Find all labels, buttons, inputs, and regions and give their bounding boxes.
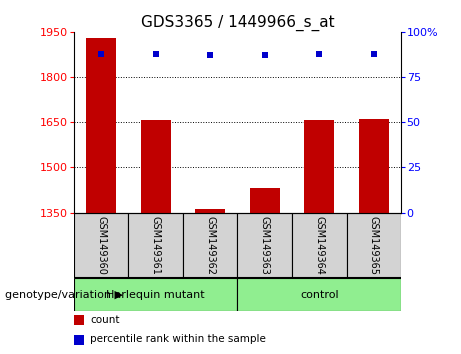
Point (261, 52, 268, 58)
Bar (292, 212, 347, 278)
Text: GSM149363: GSM149363 (260, 216, 270, 275)
Point (97, 51, 105, 56)
Bar (141, 120, 171, 212)
Bar (250, 188, 280, 212)
Title: GDS3365 / 1449966_s_at: GDS3365 / 1449966_s_at (141, 14, 334, 30)
Bar (304, 120, 334, 212)
Text: count: count (90, 315, 119, 325)
Point (152, 51, 160, 56)
Bar (183, 212, 237, 278)
Text: GSM149365: GSM149365 (369, 216, 379, 275)
Point (370, 51, 378, 56)
Text: Harlequin mutant: Harlequin mutant (106, 290, 205, 299)
Text: genotype/variation ▶: genotype/variation ▶ (5, 290, 123, 299)
Text: GSM149361: GSM149361 (151, 216, 160, 275)
Bar (74, 212, 128, 278)
Bar (74, 315, 83, 325)
Bar (237, 212, 292, 278)
Bar (359, 119, 389, 212)
Text: percentile rank within the sample: percentile rank within the sample (90, 335, 266, 344)
Bar (86, 38, 116, 212)
Text: GSM149360: GSM149360 (96, 216, 106, 275)
Text: GSM149362: GSM149362 (205, 216, 215, 275)
Text: GSM149364: GSM149364 (314, 216, 324, 275)
Bar (74, 335, 83, 344)
Bar (237, 278, 401, 311)
Bar (195, 209, 225, 212)
Text: control: control (300, 290, 338, 299)
Bar (128, 212, 183, 278)
Bar (347, 212, 401, 278)
Bar (74, 278, 237, 311)
Point (315, 51, 323, 56)
Point (207, 52, 214, 58)
